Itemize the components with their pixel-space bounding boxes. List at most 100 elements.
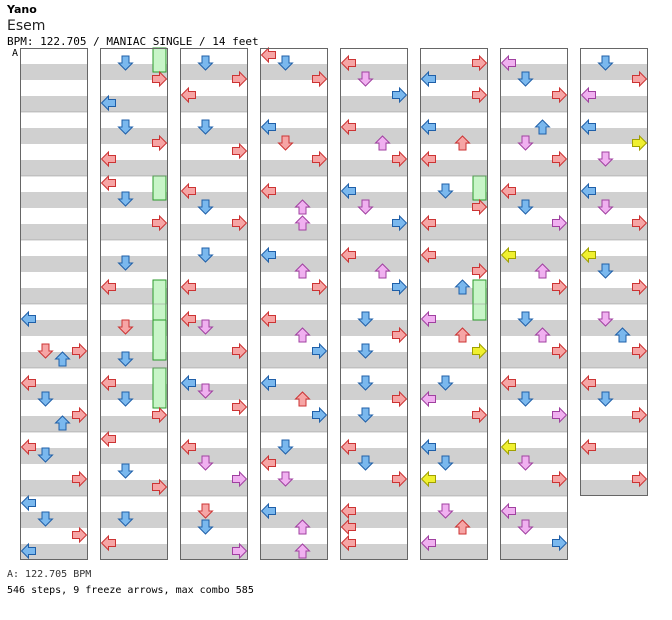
step-arrow-down-icon (357, 311, 374, 327)
step-arrow-left-icon (340, 118, 356, 136)
step-arrow-down-icon (197, 319, 214, 335)
step-arrow-left-icon (580, 246, 596, 264)
step-arrow-down-icon (197, 455, 214, 471)
step-arrow-right-icon (152, 134, 168, 152)
beat-stripe (500, 416, 568, 432)
beat-stripe (100, 544, 168, 560)
beat-stripe (580, 256, 648, 272)
beat-stripe (580, 288, 648, 304)
step-arrow-right-icon (552, 86, 568, 104)
step-arrow-left-icon (180, 182, 196, 200)
step-arrow-up-icon (534, 327, 551, 343)
step-arrow-right-icon (392, 214, 408, 232)
beat-stripe (500, 384, 568, 400)
step-arrow-left-icon (580, 118, 596, 136)
step-arrow-down-icon (277, 471, 294, 487)
step-arrow-down-icon (517, 71, 534, 87)
column-border (580, 48, 648, 496)
step-arrow-down-icon (197, 503, 214, 519)
step-arrow-right-icon (312, 278, 328, 296)
beat-stripe (100, 96, 168, 112)
beat-stripe (500, 192, 568, 208)
step-arrow-down-icon (517, 199, 534, 215)
step-arrow-down-icon (597, 199, 614, 215)
step-arrow-right-icon (232, 70, 248, 88)
step-arrow-right-icon (632, 70, 648, 88)
step-arrow-right-icon (232, 470, 248, 488)
step-arrow-right-icon (472, 86, 488, 104)
beat-stripe (180, 64, 248, 80)
step-arrow-down-icon (117, 255, 134, 271)
beat-stripe (180, 384, 248, 400)
beat-stripe (340, 352, 408, 368)
step-arrow-left-icon (180, 374, 196, 392)
step-arrow-down-icon (117, 119, 134, 135)
chart-column-7 (500, 48, 568, 560)
chart-column-5 (340, 48, 408, 560)
step-arrow-right-icon (552, 150, 568, 168)
step-arrow-up-icon (534, 119, 551, 135)
step-arrow-left-icon (420, 470, 436, 488)
beat-stripe (420, 352, 488, 368)
beat-stripe (100, 224, 168, 240)
chart-column-1 (20, 48, 88, 560)
beat-stripe (260, 512, 328, 528)
step-arrow-right-icon (392, 470, 408, 488)
step-arrow-down-icon (197, 199, 214, 215)
step-arrow-down-icon (117, 319, 134, 335)
beat-stripe (180, 192, 248, 208)
step-arrow-up-icon (294, 519, 311, 535)
step-arrow-left-icon (260, 118, 276, 136)
step-arrow-down-icon (117, 511, 134, 527)
step-arrow-right-icon (552, 534, 568, 552)
beat-stripe (100, 288, 168, 304)
step-arrow-right-icon (72, 470, 88, 488)
beat-stripe (580, 224, 648, 240)
step-arrow-left-icon (20, 494, 36, 512)
step-arrow-down-icon (357, 199, 374, 215)
step-arrow-left-icon (260, 246, 276, 264)
beat-stripe (340, 64, 408, 80)
step-arrow-left-icon (420, 390, 436, 408)
beat-stripe (100, 192, 168, 208)
step-arrow-left-icon (100, 150, 116, 168)
beat-stripe (260, 256, 328, 272)
beat-stripe (260, 224, 328, 240)
beat-stripe (340, 320, 408, 336)
step-arrow-left-icon (580, 438, 596, 456)
beat-stripe (340, 224, 408, 240)
beat-stripe (340, 128, 408, 144)
step-arrow-down-icon (117, 463, 134, 479)
beat-stripe (260, 64, 328, 80)
step-arrow-left-icon (420, 246, 436, 264)
step-arrow-down-icon (37, 391, 54, 407)
step-arrow-right-icon (312, 406, 328, 424)
step-arrow-right-icon (632, 134, 648, 152)
step-arrow-up-icon (54, 415, 71, 431)
beat-stripe (100, 64, 168, 80)
step-arrow-right-icon (632, 406, 648, 424)
beat-stripe (20, 544, 88, 560)
beat-stripe (340, 416, 408, 432)
beat-stripe (260, 448, 328, 464)
column-border (260, 48, 328, 560)
beat-stripe (100, 352, 168, 368)
step-arrow-right-icon (152, 406, 168, 424)
beat-stripe (340, 544, 408, 560)
beat-stripe (20, 64, 88, 80)
beat-stripe (420, 64, 488, 80)
beat-stripe (420, 256, 488, 272)
beat-stripe (340, 480, 408, 496)
beat-stripe (100, 256, 168, 272)
step-arrow-right-icon (152, 70, 168, 88)
step-arrow-up-icon (454, 519, 471, 535)
step-arrow-left-icon (500, 246, 516, 264)
beat-stripe (580, 352, 648, 368)
beat-stripe (20, 192, 88, 208)
step-arrow-left-icon (100, 374, 116, 392)
beat-stripe (500, 256, 568, 272)
step-arrow-right-icon (472, 198, 488, 216)
beat-stripe (20, 448, 88, 464)
beat-stripe (580, 160, 648, 176)
